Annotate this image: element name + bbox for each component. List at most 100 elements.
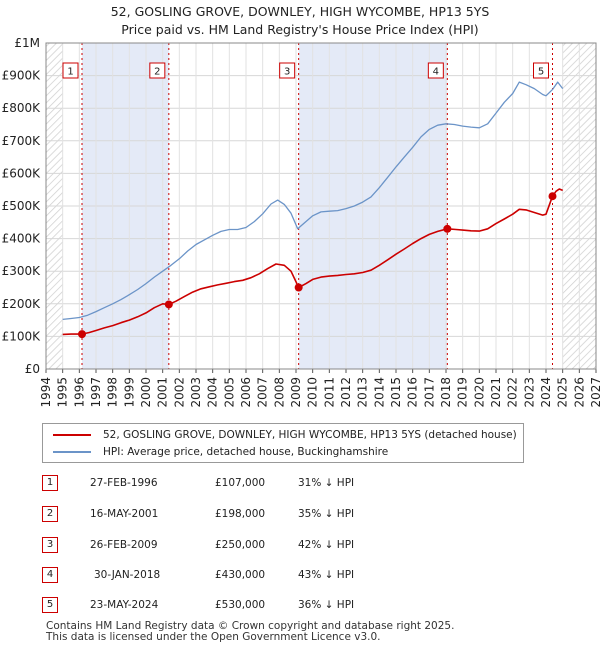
sale-point-4	[443, 224, 452, 233]
x-tick-label: 2022	[506, 377, 520, 408]
y-tick-label: £0	[25, 362, 40, 376]
x-tick-label: 2019	[456, 377, 470, 408]
sale-hpi-diff: 31% ↓ HPI	[298, 477, 355, 489]
legend: 52, GOSLING GROVE, DOWNLEY, HIGH WYCOMBE…	[42, 423, 524, 463]
sale-price: £107,000	[215, 477, 266, 489]
x-tick-label: 2010	[306, 377, 320, 408]
sale-badge-box-5	[533, 62, 549, 79]
x-tick-label: 2025	[556, 377, 570, 408]
legend-item-hpi: HPI: Average price, detached house, Buck…	[53, 444, 388, 460]
sale-row-1: 1 27-FEB-1996 £107,000 31% ↓ HPI	[42, 475, 482, 491]
sale-badge-label-4: 4	[433, 67, 439, 78]
sale-price: £430,000	[215, 569, 266, 581]
x-tick-label: 2014	[372, 377, 386, 408]
sale-badge-box-1	[62, 62, 79, 79]
x-tick-label: 2008	[272, 377, 286, 408]
legend-swatch-hpi	[53, 451, 91, 453]
x-tick-label: 2016	[406, 377, 420, 408]
title-line-1: 52, GOSLING GROVE, DOWNLEY, HIGH WYCOMBE…	[110, 4, 490, 19]
sale-badge-label-1: 1	[67, 67, 73, 78]
sale-badge-4: 4	[42, 567, 58, 583]
y-tick-label: £400K	[2, 232, 42, 246]
footer: Contains HM Land Registry data © Crown c…	[46, 621, 454, 643]
x-tick-label: 2020	[472, 377, 486, 408]
sale-hpi-diff: 36% ↓ HPI	[298, 599, 355, 611]
hpi-line	[62, 81, 564, 321]
y-tick-label: £200K	[2, 297, 42, 311]
chart-title: 52, GOSLING GROVE, DOWNLEY, HIGH WYCOMBE…	[0, 3, 600, 39]
sale-row-5: 5 23-MAY-2024 £530,000 36% ↓ HPI	[42, 597, 482, 613]
x-tick-label: 1997	[89, 377, 103, 408]
sale-badge-2: 2	[42, 506, 58, 522]
sale-price: £530,000	[215, 599, 266, 611]
sale-badge-label-2: 2	[154, 67, 160, 78]
sale-hpi-diff: 42% ↓ HPI	[298, 539, 355, 551]
x-tick-label: 2007	[256, 377, 270, 408]
x-tick-label: 2018	[439, 377, 453, 408]
property-price-line	[62, 188, 564, 336]
sale-date: 26-FEB-2009	[90, 539, 158, 551]
sale-point-5	[548, 192, 557, 201]
x-tick-label: 2017	[422, 377, 436, 408]
sale-badge-box-3	[279, 62, 296, 79]
x-tick-label: 2015	[389, 377, 403, 408]
footer-license: This data is licensed under the Open Gov…	[46, 631, 381, 643]
sale-badge-5: 5	[42, 597, 58, 613]
sale-price: £250,000	[215, 539, 266, 551]
sale-date: 27-FEB-1996	[90, 477, 158, 489]
sale-row-4: 4 30-JAN-2018 £430,000 43% ↓ HPI	[42, 567, 482, 583]
sale-point-3	[294, 283, 303, 292]
x-tick-label: 1995	[56, 377, 70, 408]
x-tick-label: 1998	[106, 377, 120, 408]
y-tick-label: £1M	[14, 36, 40, 50]
x-tick-label: 2027	[589, 377, 600, 408]
x-tick-label: 2013	[356, 377, 370, 408]
legend-label-hpi: HPI: Average price, detached house, Buck…	[103, 446, 389, 458]
x-tick-label: 2005	[222, 377, 236, 408]
sale-price: £198,000	[215, 508, 266, 520]
x-tick-label: 1996	[72, 377, 86, 408]
sale-badge-label-3: 3	[284, 67, 290, 78]
sale-row-2: 2 16-MAY-2001 £198,000 35% ↓ HPI	[42, 506, 482, 522]
sale-date: 16-MAY-2001	[90, 508, 159, 520]
y-tick-label: £300K	[2, 264, 42, 278]
sale-hpi-diff: 43% ↓ HPI	[298, 569, 355, 581]
x-tick-label: 2001	[156, 377, 170, 408]
sale-point-2	[164, 300, 173, 309]
sale-badge-label-5: 5	[538, 67, 544, 78]
y-tick-label: £900K	[2, 69, 42, 83]
footer-copyright: Contains HM Land Registry data © Crown c…	[46, 620, 455, 632]
sale-row-3: 3 26-FEB-2009 £250,000 42% ↓ HPI	[42, 537, 482, 553]
sale-hpi-diff: 35% ↓ HPI	[298, 508, 355, 520]
price-chart: 1 2 3 4 5 £0 £100K £200K £300K £400K £500K £600K £7…	[2, 36, 600, 408]
x-tick-label: 2003	[189, 377, 203, 408]
title-line-2: Price paid vs. HM Land Registry's House …	[121, 22, 479, 37]
x-tick-label: 2011	[322, 377, 336, 408]
y-tick-label: £600K	[2, 166, 42, 180]
sale-date: 23-MAY-2024	[90, 599, 159, 611]
x-tick-label: 2024	[539, 377, 553, 408]
sale-badge-1: 1	[42, 475, 58, 491]
x-tick-label: 1999	[122, 377, 136, 408]
x-tick-label: 1994	[39, 377, 53, 408]
sale-badge-box-4	[427, 62, 444, 79]
x-tick-label: 2004	[206, 377, 220, 408]
y-tick-label: £800K	[2, 101, 42, 115]
legend-swatch-property	[53, 434, 91, 436]
x-tick-label: 2021	[489, 377, 503, 408]
y-tick-label: £700K	[2, 134, 42, 148]
sale-point-1	[78, 330, 86, 339]
x-tick-label: 2026	[572, 377, 586, 408]
sale-date: 30-JAN-2018	[94, 569, 161, 581]
x-tick-label: 2002	[172, 377, 186, 408]
sale-badge-box-2	[149, 62, 166, 79]
x-tick-label: 2006	[239, 377, 253, 408]
sale-badge-3: 3	[42, 537, 58, 553]
y-tick-label: £500K	[2, 199, 42, 213]
x-tick-label: 2023	[522, 377, 536, 408]
x-tick-label: 2009	[289, 377, 303, 408]
x-tick-label: 2000	[139, 377, 153, 408]
legend-item-property: 52, GOSLING GROVE, DOWNLEY, HIGH WYCOMBE…	[53, 427, 517, 443]
legend-label-property: 52, GOSLING GROVE, DOWNLEY, HIGH WYCOMBE…	[103, 429, 517, 441]
plot-frame	[45, 42, 597, 370]
